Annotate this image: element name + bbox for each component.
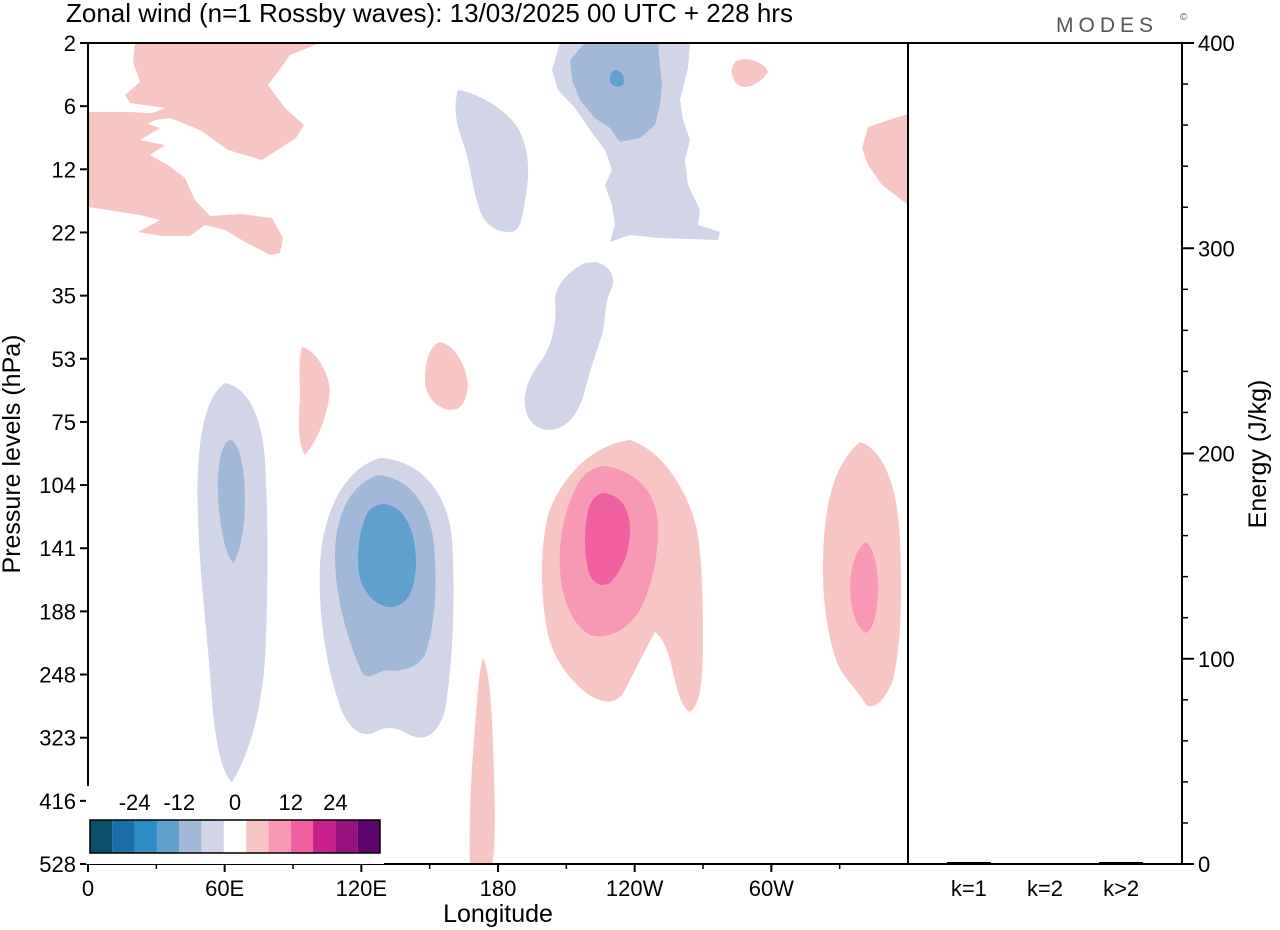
chart-title: Zonal wind (n=1 Rossby waves): 13/03/202… [66, 0, 793, 28]
energy-y-tick-label: 0 [1198, 852, 1210, 877]
colorbar-swatch [90, 820, 113, 853]
contour-pos-top-small [731, 59, 768, 88]
colorbar-swatch [134, 820, 157, 853]
y-tick-label: 323 [39, 726, 76, 751]
contour-neg-left-mid [217, 440, 245, 563]
x-tick-label: 60W [749, 876, 794, 901]
contour-neg-main-core [358, 504, 416, 608]
x-axis-label: Longitude [443, 900, 553, 928]
y-tick-label: 2 [64, 31, 76, 56]
y-tick-label: 248 [39, 663, 76, 688]
contour-pos-right-upper [862, 114, 908, 205]
y-tick-label: 53 [52, 347, 76, 372]
colorbar-swatch [156, 820, 180, 853]
energy-axis-label: Energy (J/kg) [1244, 380, 1272, 529]
contour-neg-mid [524, 262, 614, 430]
main-panel: 0 60E 120E 180 120W 60W 2 6 12 22 35 53 75 104 141 188… [0, 31, 909, 928]
y-tick-label: 22 [52, 220, 76, 245]
contour-pos-mid-center [425, 342, 468, 410]
colorbar-label: -24 [119, 790, 151, 815]
x-tick-label: 60E [205, 876, 244, 901]
colorbar-label: 24 [323, 790, 347, 815]
contour-pos-right-mid [850, 542, 879, 633]
contour-pos-main-core [585, 493, 630, 585]
y-tick-label: 75 [52, 410, 76, 435]
contour-neg-left-upper [455, 90, 529, 232]
colorbar-swatch [179, 820, 202, 853]
colorbar-swatch [313, 820, 336, 853]
energy-category-label: k=2 [1027, 876, 1063, 901]
colorbar-label: 0 [229, 790, 241, 815]
y-tick-label: 141 [39, 536, 76, 561]
energy-plot-frame [907, 42, 1183, 865]
x-tick-label: 120E [336, 876, 387, 901]
energy-y-tick-label: 200 [1198, 442, 1235, 467]
y-tick-label: 12 [52, 157, 76, 182]
contour-neg-left [197, 383, 268, 782]
y-axis-label: Pressure levels (hPa) [0, 335, 26, 574]
colorbar-swatch [357, 820, 380, 853]
energy-y-tick-label: 400 [1198, 31, 1235, 56]
colorbar-swatch [268, 820, 291, 853]
energy-category-label: k=1 [951, 876, 987, 901]
colorbar-swatch [290, 820, 314, 853]
brand-copyright-mark: © [1180, 12, 1188, 23]
x-tick-label: 120W [606, 876, 664, 901]
colorbar-label: 12 [279, 790, 303, 815]
energy-panel: 0 100 200 300 400 k=1 k=2 k>2 Energy (J/kg) [907, 31, 1272, 901]
energy-y-tick-label: 100 [1198, 647, 1235, 672]
colorbar-frame [89, 819, 381, 854]
colorbar-swatch [201, 820, 224, 853]
energy-category-label: k>2 [1103, 876, 1139, 901]
y-tick-label: 188 [39, 599, 76, 624]
colorbar: -24 -12 0 12 24 [86, 786, 384, 864]
contour-neg-top-core [609, 70, 625, 87]
energy-y-tick-label: 300 [1198, 236, 1235, 261]
contour-pos-mid-left [298, 347, 330, 455]
brand-logo: MODES [1056, 14, 1158, 37]
x-tick-label: 180 [480, 876, 517, 901]
y-tick-label: 6 [64, 94, 76, 119]
y-tick-label: 104 [39, 473, 76, 498]
colorbar-swatch [112, 820, 135, 853]
contour-pos-narrow-180 [469, 658, 495, 864]
colorbar-swatch [335, 820, 358, 853]
contour-pos-upper-left [88, 43, 320, 255]
y-tick-label: 35 [52, 284, 76, 309]
y-tick-label: 528 [39, 852, 76, 877]
colorbar-swatch [223, 820, 247, 853]
contour-neg-top-center-mid [570, 43, 662, 142]
colorbar-swatch [246, 820, 269, 853]
y-tick-label: 416 [39, 789, 76, 814]
colorbar-label: -12 [163, 790, 195, 815]
x-tick-label: 0 [82, 876, 94, 901]
